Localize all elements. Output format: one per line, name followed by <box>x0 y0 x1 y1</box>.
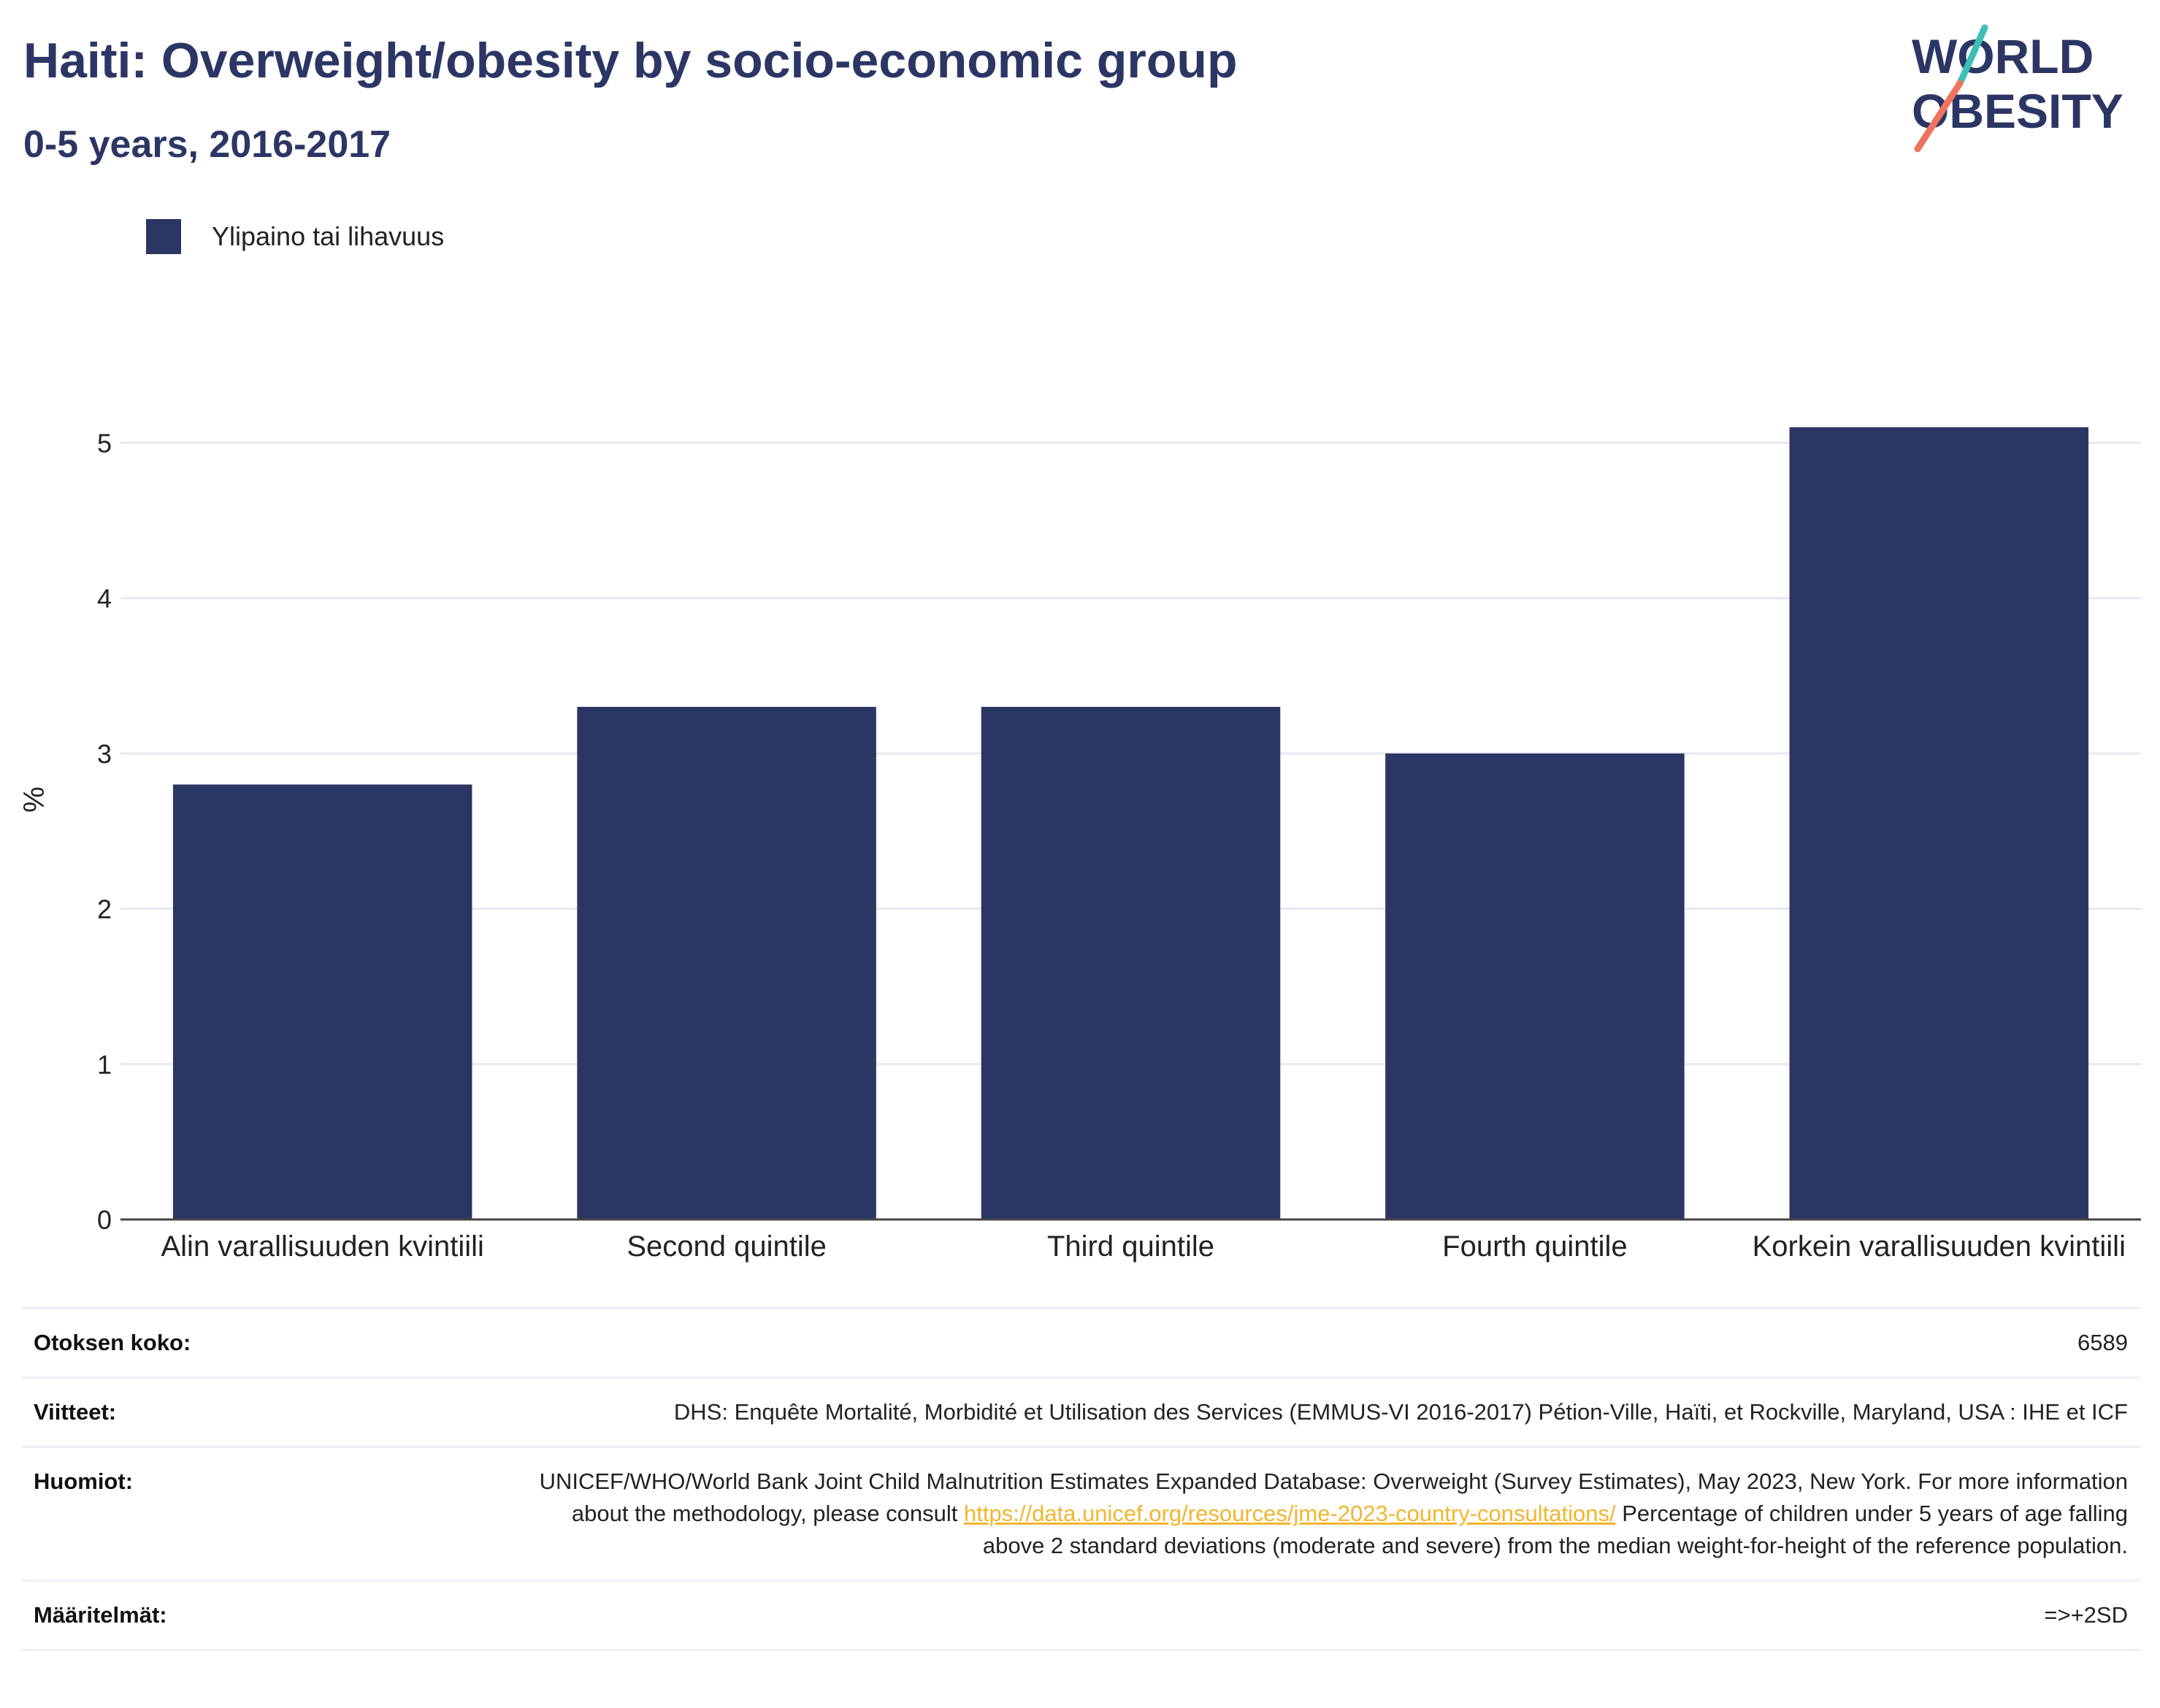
definitions-value: =>+2SD <box>2044 1602 2128 1628</box>
bar <box>981 707 1281 1219</box>
info-row-notes: Huomiot: UNICEF/WHO/World Bank Joint Chi… <box>22 1446 2140 1579</box>
x-tick-label: Korkein varallisuuden kvintiili <box>1753 1230 2126 1263</box>
logo-slash-top <box>1956 24 1988 87</box>
y-tick-label: 1 <box>97 1049 112 1079</box>
x-tick-label: Fourth quintile <box>1442 1230 1627 1263</box>
x-tick-label: Alin varallisuuden kvintiili <box>161 1230 483 1263</box>
references-value: DHS: Enquête Mortalité, Morbidité et Uti… <box>673 1399 2128 1425</box>
references-label: Viitteet: <box>34 1399 117 1425</box>
legend-label: Ylipaino tai lihavuus <box>212 221 445 251</box>
info-row-definitions: Määritelmät: =>+2SD <box>22 1579 2140 1651</box>
bar <box>1385 753 1685 1219</box>
legend-swatch <box>146 219 181 254</box>
y-tick-label: 4 <box>97 583 112 613</box>
notes-value: UNICEF/WHO/World Bank Joint Child Malnut… <box>521 1466 2128 1562</box>
y-tick-label: 0 <box>97 1205 112 1235</box>
chart-title: Haiti: Overweight/obesity by socio-econo… <box>23 33 1238 88</box>
bar-chart: 0 1 2 3 4 5% Alin varallisuuden kvintiili Secon… <box>18 427 2141 1263</box>
notes-label: Huomiot: <box>34 1468 134 1494</box>
notes-text-after: Percentage of children under 5 years of … <box>982 1501 2128 1558</box>
y-tick-label: 5 <box>97 428 112 458</box>
x-tick-label: Third quintile <box>1047 1230 1214 1263</box>
definitions-label: Määritelmät: <box>34 1602 167 1628</box>
y-tick-label: 3 <box>97 739 112 769</box>
logo-slash-bottom <box>1914 80 1964 153</box>
notes-text-before: UNICEF/WHO/World Bank Joint Child Malnut… <box>539 1468 2128 1526</box>
logo-line2: OBESITY <box>1912 84 2123 138</box>
sample-size-label: Otoksen koko: <box>34 1330 191 1355</box>
chart-subtitle: 0-5 years, 2016-2017 <box>23 123 391 166</box>
x-tick-label: Second quintile <box>627 1230 827 1263</box>
info-table: Otoksen koko: 6589 Viitteet: DHS: Enquêt… <box>22 1307 2140 1651</box>
y-tick-label: 2 <box>97 895 112 924</box>
info-row-references: Viitteet: DHS: Enquête Mortalité, Morbid… <box>22 1376 2140 1446</box>
bar <box>1789 427 2089 1220</box>
sample-size-value: 6589 <box>2077 1330 2128 1355</box>
logo-line1: WORLD <box>1912 29 2094 83</box>
chart-legend: Ylipaino tai lihavuus <box>146 216 444 257</box>
bar <box>577 707 876 1219</box>
info-row-sample-size: Otoksen koko: 6589 <box>22 1307 2140 1376</box>
bar <box>172 784 472 1219</box>
y-axis-label: % <box>18 786 50 813</box>
notes-link[interactable]: https://data.unicef.org/resources/jme-20… <box>964 1501 1616 1526</box>
world-obesity-logo: WORLD OBESITY <box>1912 24 2123 153</box>
